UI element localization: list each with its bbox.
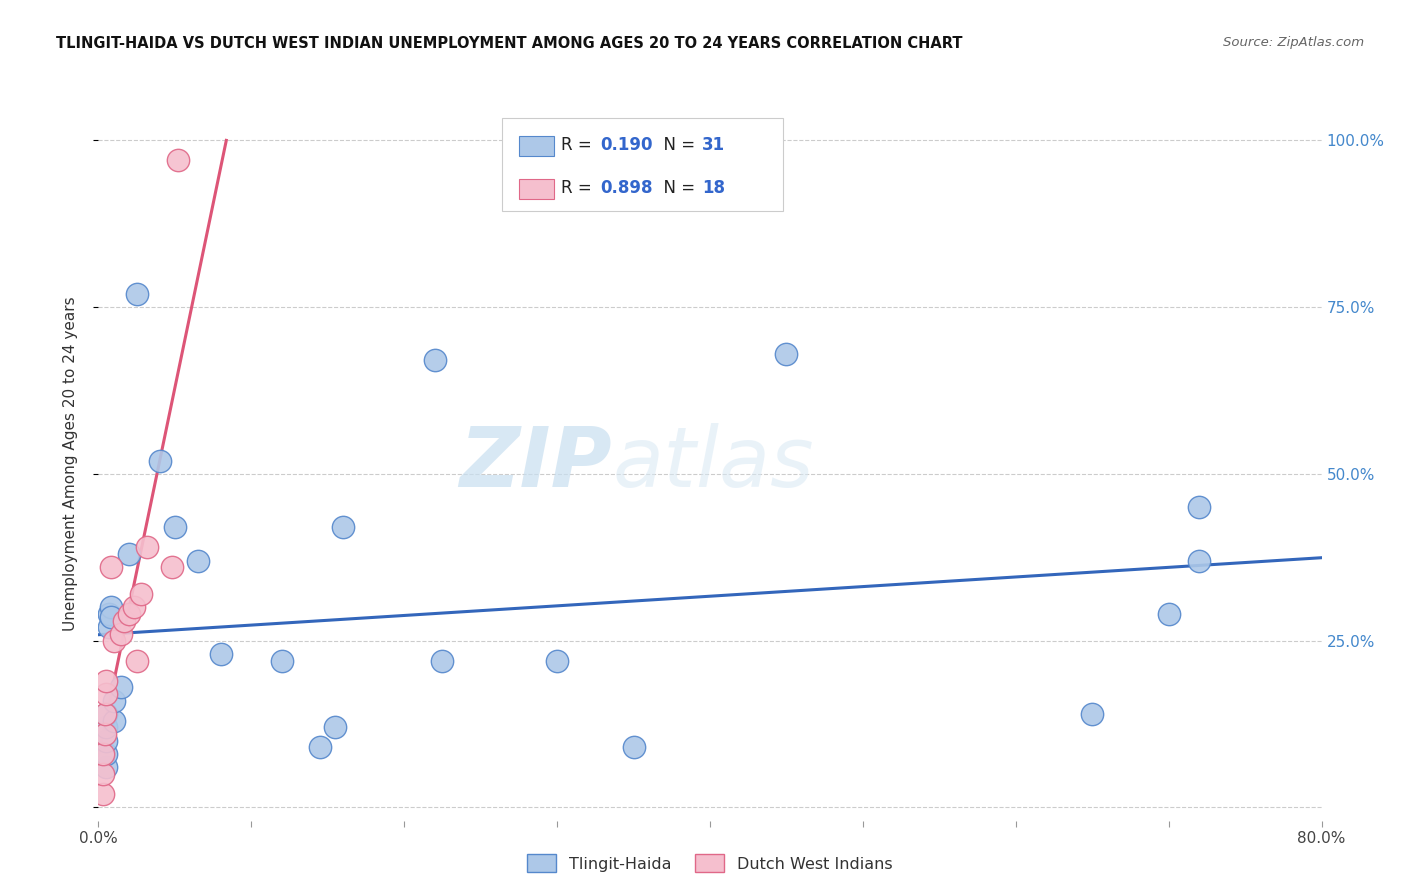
Point xyxy=(118,607,141,621)
Text: N =: N = xyxy=(652,179,700,197)
Text: ZIP: ZIP xyxy=(460,424,612,504)
Point xyxy=(98,607,121,621)
Point xyxy=(93,727,115,741)
Legend: Tlingit-Haida, Dutch West Indians: Tlingit-Haida, Dutch West Indians xyxy=(519,846,901,880)
Point xyxy=(432,654,454,668)
Point xyxy=(149,453,172,467)
Point xyxy=(160,560,183,574)
Text: R =: R = xyxy=(561,179,598,197)
Point xyxy=(94,687,117,701)
Point xyxy=(94,760,117,774)
Point xyxy=(270,654,292,668)
Point xyxy=(94,673,117,688)
Point xyxy=(100,610,122,624)
Point xyxy=(110,680,132,694)
Point xyxy=(125,654,148,668)
Point xyxy=(332,520,354,534)
Point xyxy=(112,614,135,628)
Point xyxy=(129,587,152,601)
Point xyxy=(100,560,122,574)
Point xyxy=(100,600,122,615)
Point xyxy=(103,633,125,648)
Text: 0.190: 0.190 xyxy=(600,136,652,154)
Point xyxy=(94,706,117,721)
Point xyxy=(91,787,114,801)
Point xyxy=(103,714,125,728)
Point xyxy=(1188,500,1211,515)
Text: atlas: atlas xyxy=(612,424,814,504)
Point xyxy=(91,747,114,761)
Point xyxy=(209,647,232,661)
Text: 18: 18 xyxy=(702,179,724,197)
Point xyxy=(187,553,209,567)
Point xyxy=(1081,706,1104,721)
Text: TLINGIT-HAIDA VS DUTCH WEST INDIAN UNEMPLOYMENT AMONG AGES 20 TO 24 YEARS CORREL: TLINGIT-HAIDA VS DUTCH WEST INDIAN UNEMP… xyxy=(56,36,963,51)
Point xyxy=(122,600,145,615)
Point xyxy=(98,620,121,634)
Point xyxy=(118,547,141,561)
Point xyxy=(94,733,117,747)
Text: N =: N = xyxy=(652,136,700,154)
Point xyxy=(93,706,115,721)
Point xyxy=(623,740,645,755)
Point xyxy=(546,654,568,668)
Point xyxy=(1188,553,1211,567)
Text: 0.898: 0.898 xyxy=(600,179,652,197)
Point xyxy=(94,720,117,734)
Text: 31: 31 xyxy=(702,136,725,154)
Point xyxy=(94,747,117,761)
Point xyxy=(775,347,797,361)
Point xyxy=(103,693,125,707)
Point xyxy=(91,767,114,781)
Text: R =: R = xyxy=(561,136,598,154)
Point xyxy=(423,353,446,368)
Point xyxy=(325,720,347,734)
Point xyxy=(1157,607,1180,621)
Point xyxy=(110,627,132,641)
Point xyxy=(167,153,190,168)
Text: Source: ZipAtlas.com: Source: ZipAtlas.com xyxy=(1223,36,1364,49)
Y-axis label: Unemployment Among Ages 20 to 24 years: Unemployment Among Ages 20 to 24 years xyxy=(63,296,77,632)
Point xyxy=(125,286,148,301)
Point xyxy=(309,740,332,755)
Point xyxy=(163,520,186,534)
Point xyxy=(136,540,159,554)
